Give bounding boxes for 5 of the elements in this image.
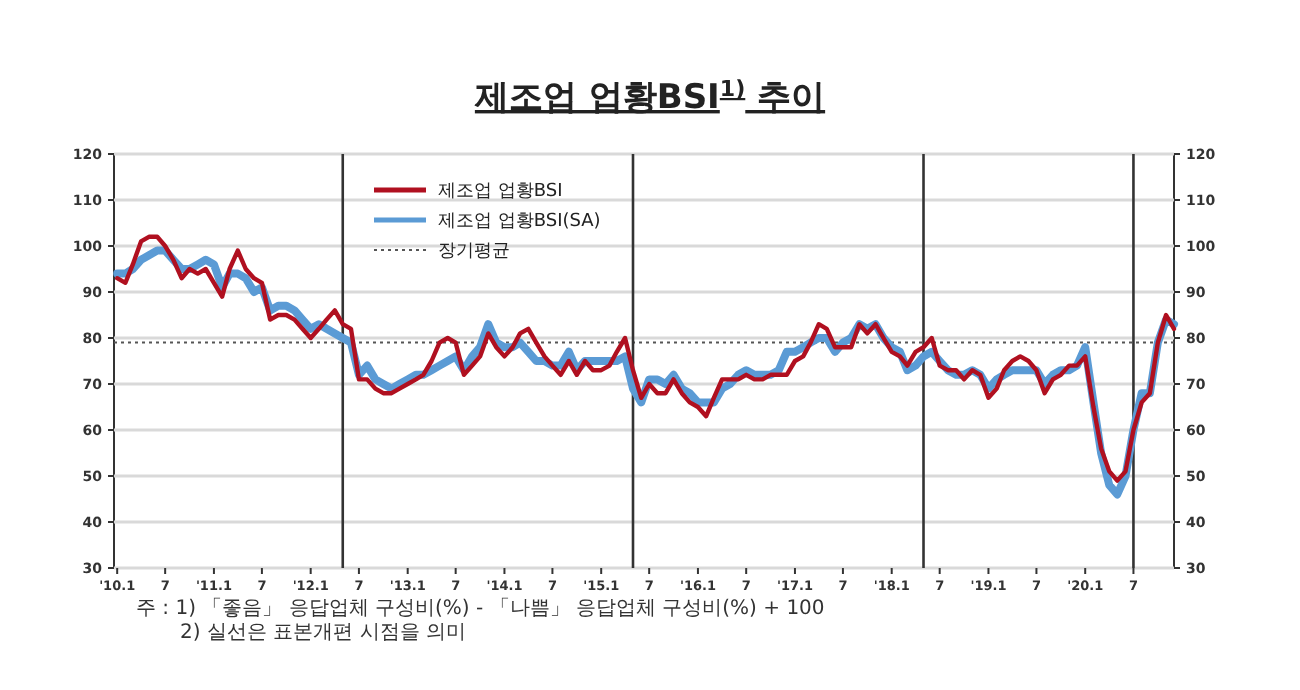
legend-label: 제조업 업황BSI <box>438 182 563 203</box>
legend-label: 장기평균 <box>438 242 510 263</box>
legend-label: 제조업 업황BSI(SA) <box>438 212 601 233</box>
text: 주 : 1) 「좋음」 응답업체 구성비(%) - 「나쁨」 응답업체 구성비(%) + 100 <box>136 596 825 620</box>
text: 2) 실선은 표본개편 시점을 의미 <box>180 622 466 644</box>
